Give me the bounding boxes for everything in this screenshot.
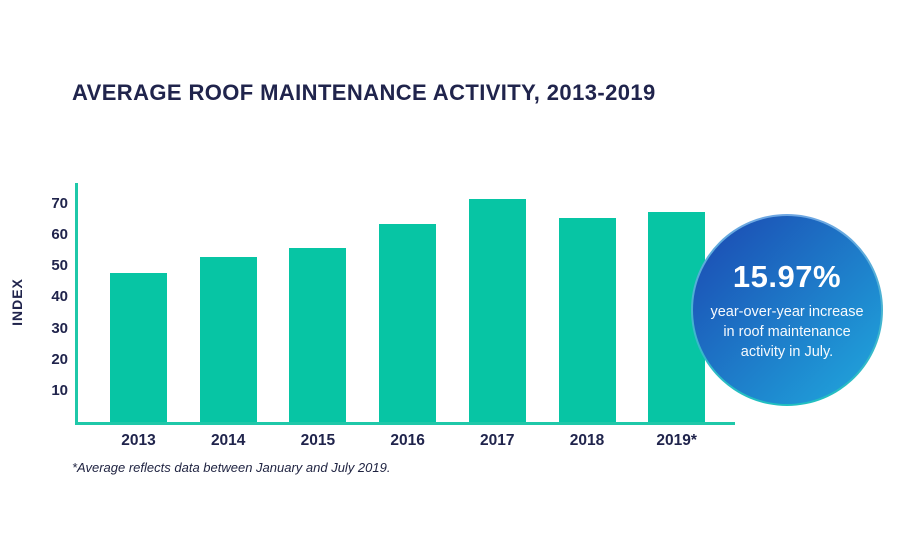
x-tick-label: 2019*: [656, 432, 697, 449]
y-axis-label: INDEX: [9, 278, 25, 326]
bar-2014: [199, 257, 257, 422]
y-tick-label: 20: [51, 350, 68, 368]
bar-2018: [558, 218, 616, 422]
badge-line-1: year-over-year increase: [710, 303, 864, 320]
badge-line-3: activity in July.: [740, 343, 834, 360]
badge-headline: 15.97%: [732, 258, 842, 294]
bar-2016: [379, 224, 437, 422]
x-tick-label: 2016: [390, 432, 425, 449]
y-tick-label: 70: [51, 195, 68, 212]
y-tick-label: 50: [51, 257, 68, 275]
highlight-badge-ring: 15.97% year-over-year increase in roof m…: [691, 214, 883, 406]
y-tick-label: 10: [51, 381, 68, 399]
bar-2017: [468, 199, 526, 422]
x-tick-label: 2013: [121, 432, 156, 449]
x-tick-label: 2015: [300, 432, 336, 449]
x-tick-label: 2017: [480, 432, 515, 449]
highlight-badge: 15.97% year-over-year increase in roof m…: [693, 216, 881, 404]
badge-line-2: in roof maintenance: [723, 323, 851, 340]
chart-title: AVERAGE ROOF MAINTENANCE ACTIVITY, 2013-…: [72, 80, 656, 105]
y-tick-label: 30: [51, 319, 68, 337]
x-tick-label: 2018: [569, 432, 605, 449]
bar-chart: INDEX 2013 2014 2015 2016 2017 2018 2019* 10 20 3…: [9, 183, 735, 449]
y-tick-label: 40: [51, 288, 68, 306]
x-tick-label: 2014: [210, 432, 246, 449]
bar-2015: [289, 248, 347, 422]
bar-2013: [110, 273, 167, 422]
y-tick-label: 60: [51, 226, 68, 244]
footnote: *Average reflects data between January a…: [72, 460, 391, 475]
